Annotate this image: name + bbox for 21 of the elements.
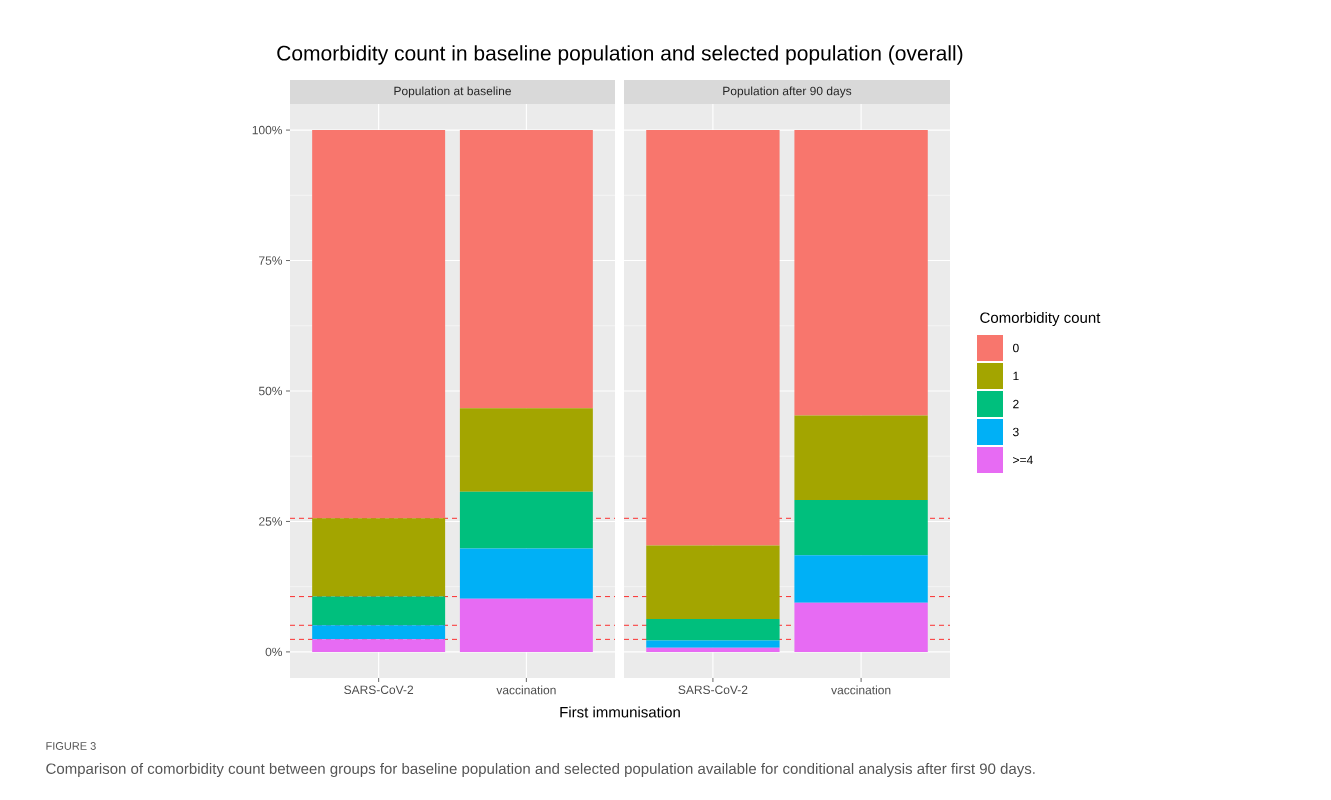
y-tick-label: 100% — [252, 125, 283, 135]
legend-label: 0 — [1013, 343, 1019, 353]
x-tick-label: vaccination — [496, 685, 556, 695]
legend-label: 2 — [1013, 399, 1019, 409]
chart-subtitle: Population after 90 days — [723, 86, 852, 98]
x-tick-label: SARS-CoV-2 — [678, 685, 748, 695]
chart-subtitle: Population at baseline — [394, 86, 511, 98]
y-tick-label: 0% — [265, 647, 283, 657]
chart-title: Comorbidity count in baseline population and selected population (overall) — [277, 45, 963, 65]
x-axis-title: First immunisation — [560, 706, 680, 718]
legend-label: >=4 — [1013, 455, 1033, 465]
x-tick-label: vaccination — [831, 685, 891, 695]
legend-label: 1 — [1013, 371, 1019, 381]
x-tick-label: SARS-CoV-2 — [344, 685, 414, 695]
legend-label: 3 — [1012, 427, 1019, 437]
y-tick-label: 75% — [259, 256, 283, 265]
legend-title: Comorbidity count — [980, 312, 1101, 326]
text: Comparison of comorbidity count between groups for baseline population and selected population available for conditional analysis after first 90 days. — [46, 762, 1035, 777]
caption: FIGURE 3 — [46, 742, 96, 750]
y-tick-label: 50% — [258, 386, 283, 396]
y-tick-label: 25% — [259, 517, 283, 526]
